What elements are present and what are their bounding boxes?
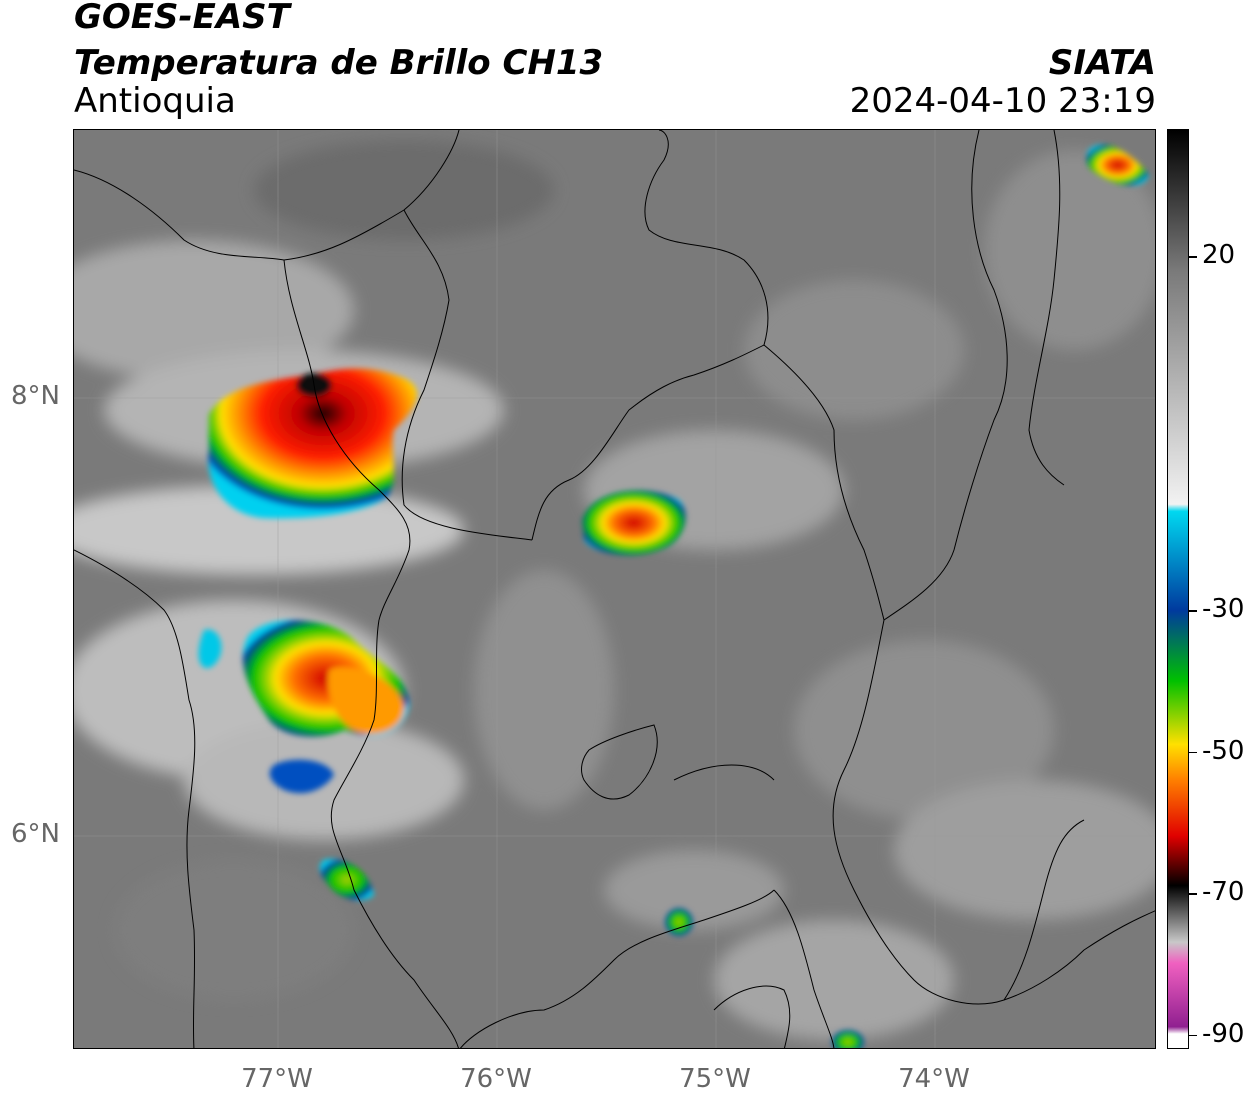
colorbar-tick-label: -70 [1202, 877, 1245, 908]
storm-cell-northeast [1086, 144, 1149, 186]
colorbar-tick-label: -50 [1202, 735, 1245, 766]
colorbar-tick [1189, 893, 1197, 895]
satellite-map[interactable] [73, 129, 1156, 1049]
storm-cell-southwest [319, 859, 374, 901]
colorbar-tick-label: -30 [1202, 594, 1245, 625]
latitude-label: 6°N [11, 819, 60, 849]
convective-cells [198, 144, 1149, 1048]
map-canvas [74, 130, 1155, 1048]
longitude-label: 76°W [460, 1064, 532, 1094]
longitude-label: 77°W [241, 1064, 313, 1094]
product-title: Temperatura de Brillo CH13 [74, 43, 604, 83]
satellite-title: GOES-EAST [74, 0, 290, 37]
latitude-label: 8°N [11, 381, 60, 411]
storm-cell-northwest [208, 368, 417, 519]
colorbar-tick-label: 20 [1202, 240, 1236, 271]
colorbar-tick-label: -90 [1202, 1018, 1245, 1049]
colorbar-tick [1189, 751, 1197, 754]
storm-cell-central [582, 490, 686, 556]
colorbar [1167, 129, 1189, 1049]
datetime-label: 2024-04-10 23:19 [849, 81, 1156, 121]
colorbar-tick [1189, 256, 1197, 258]
colorbar-tick [1189, 1034, 1197, 1037]
region-subtitle: Antioquia [74, 81, 236, 121]
longitude-label: 75°W [679, 1064, 751, 1094]
cloud-layer [74, 140, 1155, 1040]
colorbar-tick [1189, 610, 1197, 612]
storm-cell-south [665, 908, 693, 936]
boundaries [74, 130, 1155, 1048]
longitude-label: 74°W [898, 1064, 970, 1094]
organization-label: SIATA [1048, 43, 1156, 83]
